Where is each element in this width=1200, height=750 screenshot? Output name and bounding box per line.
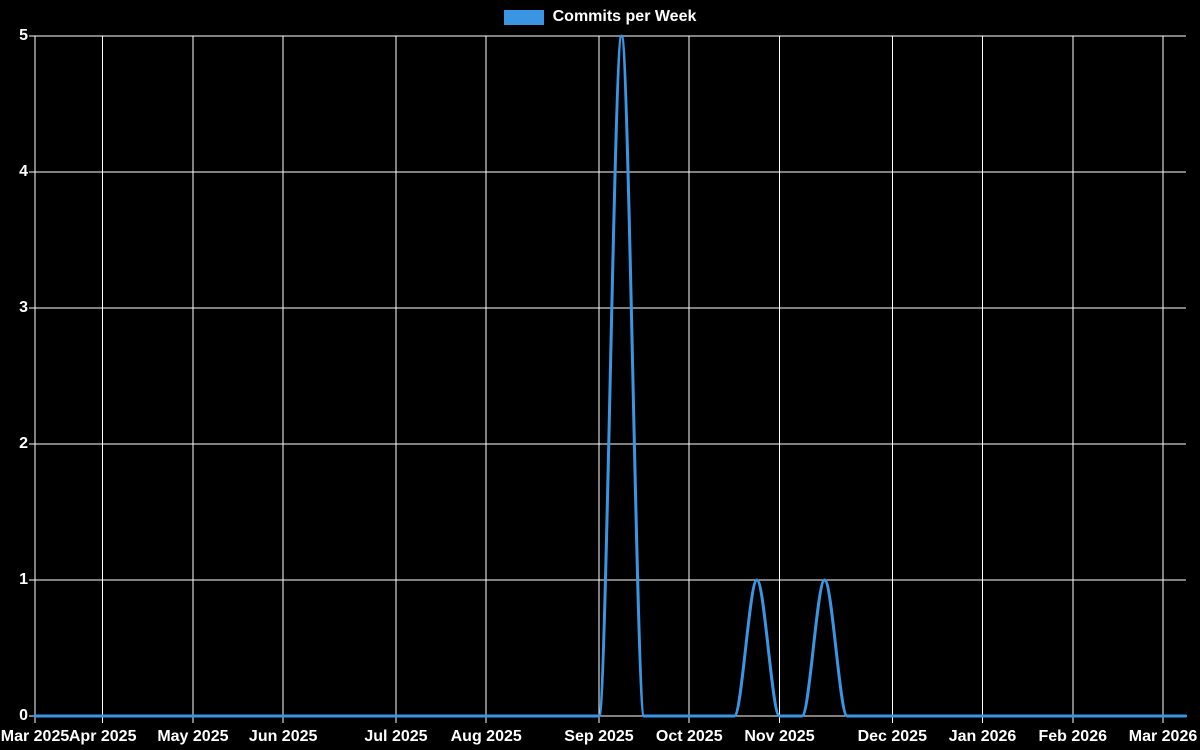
y-tick-label: 2 — [19, 435, 28, 452]
x-tick-label: Oct 2025 — [655, 728, 723, 745]
x-tick-label: May 2025 — [157, 728, 229, 745]
x-tick-label: Jul 2025 — [364, 728, 428, 745]
y-tick-label: 3 — [19, 299, 28, 316]
legend[interactable]: Commits per Week — [0, 7, 1200, 27]
x-tick-label: Mar 2026 — [1128, 728, 1198, 745]
legend-label: Commits per Week — [552, 8, 697, 25]
x-tick-label: Jun 2025 — [248, 728, 318, 745]
y-tick-label: 0 — [19, 707, 28, 724]
x-tick-label: Feb 2026 — [1038, 728, 1107, 745]
x-tick-label: Apr 2025 — [68, 728, 137, 745]
y-tick-label: 4 — [19, 163, 28, 180]
commits-line-series — [33, 34, 1188, 718]
y-tick-label: 1 — [19, 571, 28, 588]
x-tick-label: Mar 2025 — [0, 728, 70, 745]
x-tick-label: Sep 2025 — [564, 728, 634, 745]
x-tick-label: Dec 2025 — [857, 728, 927, 745]
y-tick-label: 5 — [19, 27, 28, 44]
x-tick-label: Nov 2025 — [744, 728, 815, 745]
legend-swatch-icon — [503, 9, 544, 25]
x-tick-label: Aug 2025 — [450, 728, 522, 745]
x-tick-label: Jan 2026 — [948, 728, 1017, 745]
